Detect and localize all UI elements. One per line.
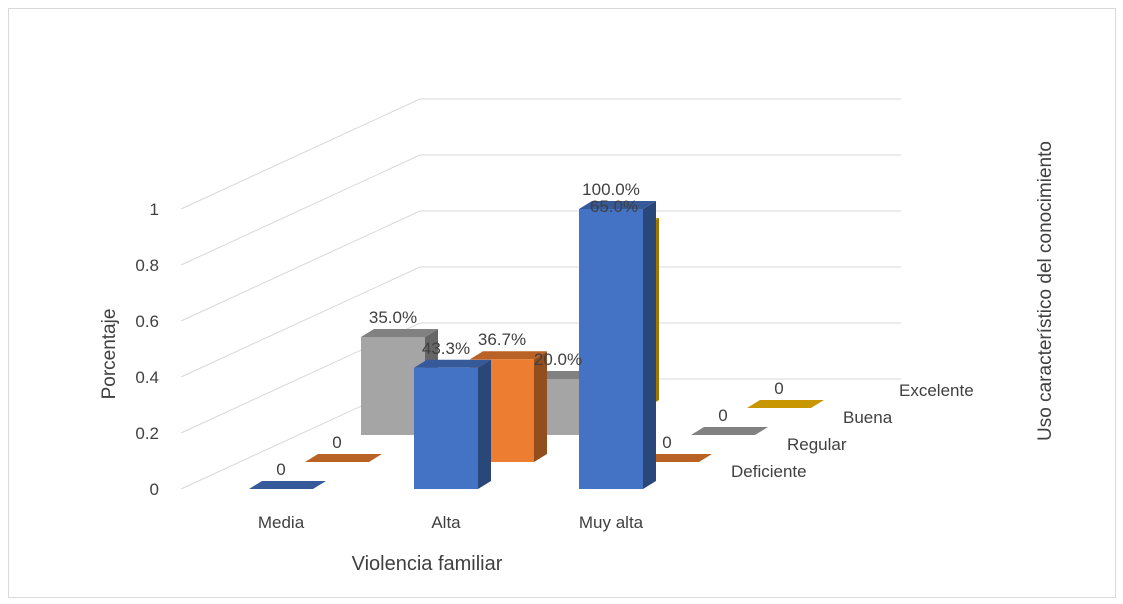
- y-tick-labels: 0 0.2 0.4 0.6 0.8 1: [135, 200, 159, 499]
- category-label-muy-alta: Muy alta: [579, 513, 644, 532]
- data-label: 35.0%: [369, 308, 417, 327]
- y-tick-label: 0.4: [135, 368, 159, 387]
- bar-regular-media: [305, 454, 382, 462]
- bar-top: [470, 351, 547, 360]
- bar-top: [579, 201, 656, 209]
- y-tick-label: 0.2: [135, 424, 159, 443]
- gridline: [180, 210, 901, 322]
- gridline: [180, 98, 901, 210]
- depth-axis-title: Uso característico del conocimiento: [1035, 141, 1056, 441]
- bar-side: [643, 201, 656, 489]
- data-label: 65.0%: [590, 197, 638, 216]
- bar-base: [305, 454, 382, 462]
- series-label-deficiente: Deficiente: [731, 462, 807, 481]
- bar-side: [534, 351, 547, 462]
- data-label: 0: [662, 433, 671, 452]
- data-label: 0: [332, 433, 341, 452]
- bar-deficiente-media: [249, 481, 326, 489]
- data-labels: 65.0% 0 35.0% 20.0% 0 0 36.7% 0 0 43.3% 100.0%: [276, 180, 783, 479]
- y-tick-label: 0.8: [135, 256, 159, 275]
- bar-top: [414, 359, 491, 368]
- y-tick-label: 0: [150, 480, 159, 499]
- series-depth-labels: Deficiente Regular Buena Excelente: [731, 381, 974, 481]
- data-label: 0: [774, 379, 783, 398]
- data-label: 20.0%: [534, 350, 582, 369]
- bar-side: [478, 359, 491, 489]
- series-label-excelente: Excelente: [899, 381, 974, 400]
- bar-top: [361, 329, 438, 337]
- data-label: 0: [276, 460, 285, 479]
- gridline: [180, 154, 901, 266]
- y-tick-label: 1: [150, 200, 159, 219]
- bars: [249, 201, 824, 489]
- bar-front: [414, 367, 478, 489]
- gridlines: [180, 98, 901, 490]
- bar-front: [579, 209, 643, 489]
- data-label: 100.0%: [582, 180, 640, 199]
- bar-base: [747, 400, 824, 408]
- bar-base: [691, 427, 768, 435]
- bar-deficiente-alta: [414, 359, 491, 489]
- data-label: 0: [718, 406, 727, 425]
- chart-area: 0 0.2 0.4 0.6 0.8 1 65.0% 0 35.0% 20.0% 0 0 36.7% 0 0…: [8, 8, 1116, 598]
- data-label: 36.7%: [478, 330, 526, 349]
- data-label: 43.3%: [422, 339, 470, 358]
- bar-deficiente-muy-alta: [579, 201, 656, 489]
- series-label-buena: Buena: [843, 408, 893, 427]
- gridline: [180, 322, 901, 434]
- series-label-regular: Regular: [787, 435, 847, 454]
- bar-excelente-muy-alta: [747, 400, 824, 408]
- gridline: [180, 266, 901, 378]
- chart-svg: 00.20.40.60.81 65.0%035.0%20.0%0036.7%00…: [99, 98, 1056, 575]
- bar-base: [249, 481, 326, 489]
- category-label-media: Media: [258, 513, 305, 532]
- category-label-alta: Alta: [431, 513, 461, 532]
- bar-buena-muy-alta: [691, 427, 768, 435]
- x-tick-labels: Media Alta Muy alta: [258, 513, 644, 532]
- y-tick-label: 0.6: [135, 312, 159, 331]
- y-axis-title: Porcentaje: [99, 309, 120, 400]
- x-axis-title: Violencia familiar: [352, 553, 503, 575]
